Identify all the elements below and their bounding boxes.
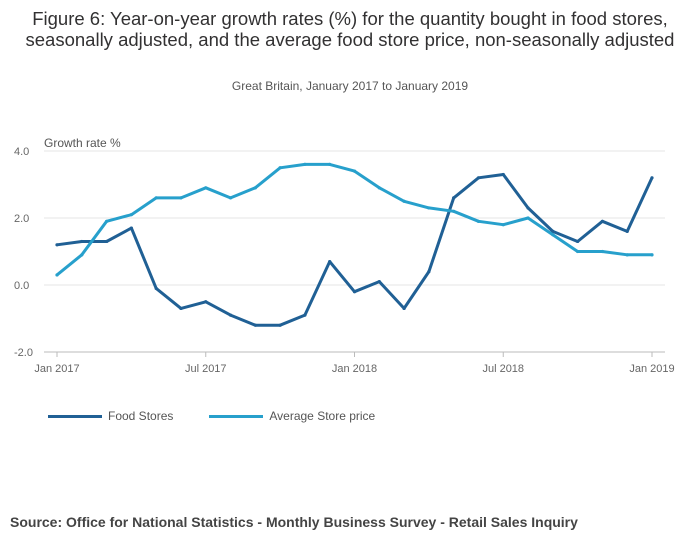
data-point[interactable] bbox=[576, 249, 580, 254]
y-axis-title: Growth rate % bbox=[44, 136, 121, 150]
legend-item-average-store-price[interactable]: Average Store price bbox=[209, 409, 375, 423]
x-tick-label: Jan 2019 bbox=[629, 363, 674, 375]
y-tick-label: -2.0 bbox=[14, 347, 33, 359]
data-point[interactable] bbox=[328, 162, 332, 166]
data-point[interactable] bbox=[452, 196, 456, 200]
legend-label-food-stores: Food Stores bbox=[108, 409, 174, 423]
data-point[interactable] bbox=[600, 249, 605, 254]
data-point[interactable] bbox=[204, 300, 208, 304]
data-point[interactable] bbox=[80, 253, 84, 257]
legend: Food Stores Average Store price bbox=[48, 409, 411, 423]
data-point[interactable] bbox=[476, 176, 481, 180]
data-point[interactable] bbox=[650, 176, 654, 180]
data-point[interactable] bbox=[625, 253, 629, 257]
data-point[interactable] bbox=[129, 213, 133, 217]
data-point[interactable] bbox=[402, 306, 406, 311]
data-point[interactable] bbox=[253, 323, 257, 327]
data-point[interactable] bbox=[625, 229, 629, 233]
data-point[interactable] bbox=[600, 219, 605, 223]
x-tick-label: Jul 2018 bbox=[482, 363, 524, 375]
data-point[interactable] bbox=[154, 286, 158, 290]
data-point[interactable] bbox=[303, 162, 307, 166]
source-note: Source: Office for National Statistics -… bbox=[10, 514, 578, 530]
data-point[interactable] bbox=[228, 313, 233, 317]
data-point[interactable] bbox=[179, 306, 183, 311]
data-point[interactable] bbox=[352, 290, 357, 294]
x-axis-ticks: Jan 2017 Jul 2017 Jan 2018 Jul 2018 Jan 2019 bbox=[34, 352, 675, 375]
data-point[interactable] bbox=[80, 239, 84, 244]
data-point[interactable] bbox=[154, 196, 158, 200]
data-point[interactable] bbox=[501, 172, 505, 177]
series-lines bbox=[55, 162, 654, 327]
data-point[interactable] bbox=[104, 219, 109, 223]
data-point[interactable] bbox=[303, 313, 307, 317]
data-point[interactable] bbox=[402, 199, 406, 203]
y-tick-label: 4.0 bbox=[14, 146, 29, 158]
data-point[interactable] bbox=[278, 166, 282, 170]
data-point[interactable] bbox=[452, 209, 456, 213]
legend-label-average-store-price: Average Store price bbox=[269, 409, 376, 423]
series-line-food-stores[interactable] bbox=[55, 173, 654, 327]
data-point[interactable] bbox=[104, 239, 109, 244]
chart-subtitle: Great Britain, January 2017 to January 2… bbox=[231, 79, 469, 93]
gridlines bbox=[44, 150, 665, 353]
legend-swatch-average-store-price bbox=[209, 414, 264, 418]
data-point[interactable] bbox=[253, 186, 257, 190]
chart-title: Figure 6: Year-on-year growth rates (%) … bbox=[25, 8, 675, 50]
data-point[interactable] bbox=[55, 273, 59, 277]
data-point[interactable] bbox=[427, 206, 431, 210]
data-point[interactable] bbox=[501, 223, 505, 227]
x-tick-label: Jul 2017 bbox=[185, 363, 227, 375]
data-point[interactable] bbox=[526, 206, 530, 210]
data-point[interactable] bbox=[352, 169, 357, 173]
data-point[interactable] bbox=[551, 229, 555, 233]
y-tick-label: 2.0 bbox=[14, 213, 29, 225]
legend-item-food-stores[interactable]: Food Stores bbox=[48, 409, 173, 423]
legend-swatch-food-stores bbox=[48, 414, 102, 418]
data-point[interactable] bbox=[129, 226, 133, 230]
data-point[interactable] bbox=[377, 186, 381, 190]
x-tick-label: Jan 2017 bbox=[34, 363, 79, 375]
y-axis-ticks: 4.0 2.0 0.0 -2.0 bbox=[14, 146, 33, 359]
data-point[interactable] bbox=[179, 196, 183, 200]
data-point[interactable] bbox=[576, 239, 580, 244]
series-line-average-store-price[interactable] bbox=[55, 162, 654, 277]
data-point[interactable] bbox=[427, 270, 431, 274]
data-point[interactable] bbox=[204, 186, 208, 190]
data-point[interactable] bbox=[377, 280, 381, 284]
data-point[interactable] bbox=[228, 196, 233, 200]
data-point[interactable] bbox=[476, 219, 481, 223]
data-point[interactable] bbox=[650, 253, 654, 257]
data-point[interactable] bbox=[328, 259, 332, 264]
data-point[interactable] bbox=[278, 323, 282, 327]
data-point[interactable] bbox=[551, 233, 555, 237]
data-point[interactable] bbox=[526, 216, 530, 220]
x-tick-label: Jan 2018 bbox=[332, 363, 377, 375]
data-point[interactable] bbox=[55, 243, 59, 247]
y-tick-label: 0.0 bbox=[14, 280, 29, 292]
